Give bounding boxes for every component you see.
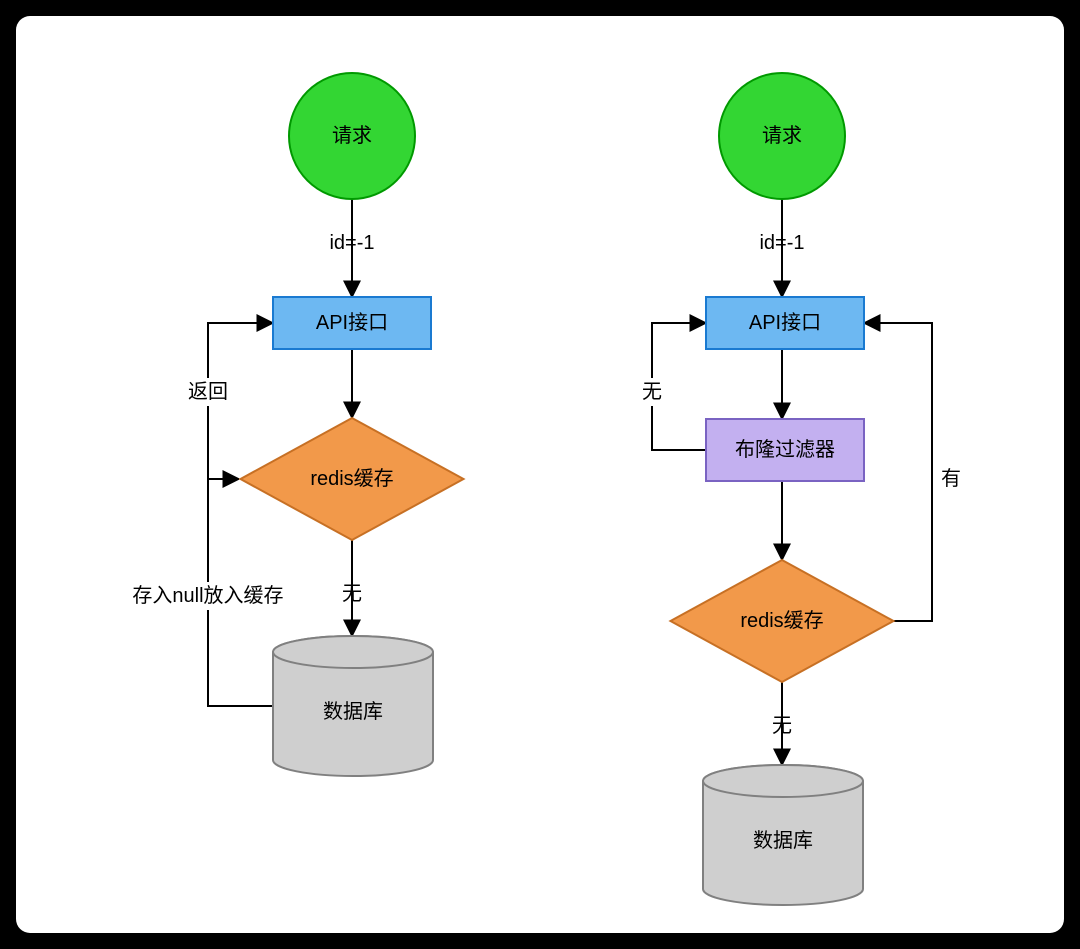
edge-label-l_e1: id=-1 xyxy=(329,232,374,254)
node-l_start: 请求 xyxy=(289,73,415,199)
edge-r_e6 xyxy=(864,323,932,621)
diagram-outer: 请求API接口redis缓存数据库请求API接口布隆过滤器redis缓存数据库i… xyxy=(0,0,1080,949)
node-label-r_redis: redis缓存 xyxy=(740,609,823,632)
edge-label-r_e1: id=-1 xyxy=(759,232,804,254)
node-r_redis: redis缓存 xyxy=(671,560,894,682)
node-l_db: 数据库 xyxy=(273,636,433,776)
edge-label-l_e3: 无 xyxy=(342,583,362,605)
node-label-l_start: 请求 xyxy=(332,124,372,147)
edge-label-r_e6: 有 xyxy=(941,467,961,490)
node-label-l_api: API接口 xyxy=(316,311,388,334)
node-label-r_db: 数据库 xyxy=(753,829,813,852)
node-label-r_api: API接口 xyxy=(749,311,821,334)
edge-label-l_e4: 返回 xyxy=(188,380,228,403)
flowchart-svg: 请求API接口redis缓存数据库请求API接口布隆过滤器redis缓存数据库i… xyxy=(16,16,1064,933)
node-r_bloom: 布隆过滤器 xyxy=(706,419,864,481)
node-label-r_bloom: 布隆过滤器 xyxy=(735,438,835,461)
node-r_start: 请求 xyxy=(719,73,845,199)
node-label-l_db: 数据库 xyxy=(323,700,383,723)
node-r_api: API接口 xyxy=(706,297,864,349)
diagram-panel: 请求API接口redis缓存数据库请求API接口布隆过滤器redis缓存数据库i… xyxy=(16,16,1064,933)
edge-label-l_e5: 存入null放入缓存 xyxy=(132,584,283,607)
node-l_api: API接口 xyxy=(273,297,431,349)
node-l_redis: redis缓存 xyxy=(241,418,464,540)
node-r_db: 数据库 xyxy=(703,765,863,905)
node-label-r_start: 请求 xyxy=(762,124,802,147)
edge-label-r_e5: 无 xyxy=(642,381,662,403)
edge-label-r_e4: 无 xyxy=(772,715,792,737)
node-label-l_redis: redis缓存 xyxy=(310,467,393,490)
